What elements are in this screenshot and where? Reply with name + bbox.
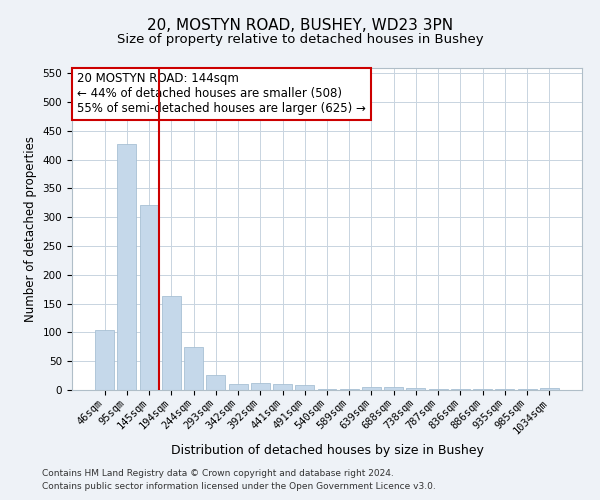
Bar (406, 388, 425, 390)
Bar (540, 388, 559, 390)
Bar (184, 347, 203, 390)
Bar (384, 387, 403, 390)
Bar (95, 330, 114, 390)
Bar (251, 382, 270, 390)
X-axis label: Distribution of detached houses by size in Bushey: Distribution of detached houses by size … (170, 444, 484, 457)
Bar (362, 386, 381, 390)
Text: 20 MOSTYN ROAD: 144sqm
← 44% of detached houses are smaller (508)
55% of semi-de: 20 MOSTYN ROAD: 144sqm ← 44% of detached… (77, 72, 366, 116)
Text: Size of property relative to detached houses in Bushey: Size of property relative to detached ho… (116, 32, 484, 46)
Bar (229, 384, 248, 390)
Bar (295, 386, 314, 390)
Bar (206, 375, 225, 390)
Bar (118, 144, 136, 390)
Bar (273, 384, 292, 390)
Bar (162, 296, 181, 390)
Text: 20, MOSTYN ROAD, BUSHEY, WD23 3PN: 20, MOSTYN ROAD, BUSHEY, WD23 3PN (147, 18, 453, 32)
Y-axis label: Number of detached properties: Number of detached properties (24, 136, 37, 322)
Bar (140, 204, 158, 390)
Text: Contains public sector information licensed under the Open Government Licence v3: Contains public sector information licen… (42, 482, 436, 491)
Text: Contains HM Land Registry data © Crown copyright and database right 2024.: Contains HM Land Registry data © Crown c… (42, 468, 394, 477)
